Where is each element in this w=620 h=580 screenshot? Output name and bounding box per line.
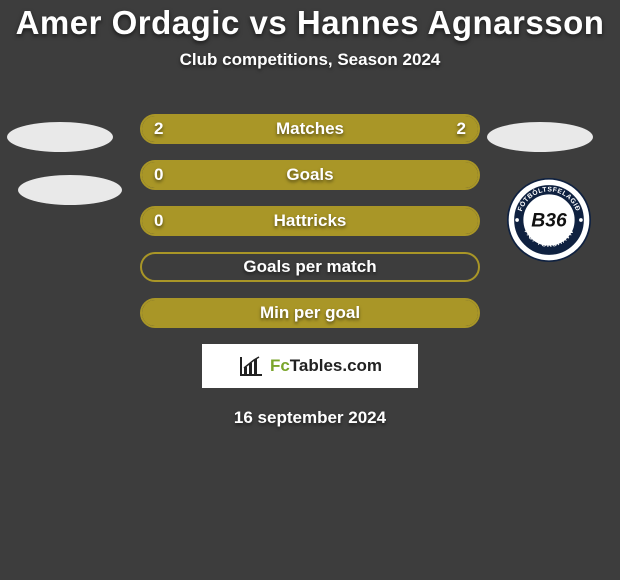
brand-prefix: Fc — [270, 356, 290, 375]
date-line: 16 september 2024 — [0, 408, 620, 428]
left-nationality-badge — [7, 122, 113, 152]
stat-label: Goals per match — [243, 257, 376, 277]
right-nationality-badge — [487, 122, 593, 152]
page-title: Amer Ordagic vs Hannes Agnarsson — [0, 0, 620, 42]
club-center-text: B36 — [531, 211, 567, 232]
stat-row: Goals per match — [140, 252, 480, 282]
stat-row: Min per goal — [140, 298, 480, 328]
stat-value-left: 2 — [154, 119, 163, 139]
brand-suffix: Tables.com — [290, 356, 382, 375]
brand-text: FcTables.com — [270, 356, 382, 376]
stat-value-right: 2 — [457, 119, 466, 139]
stat-label: Hattricks — [274, 211, 347, 231]
stat-label: Min per goal — [260, 303, 360, 323]
stat-row: Hattricks 0 — [140, 206, 480, 236]
page-subtitle: Club competitions, Season 2024 — [0, 50, 620, 70]
stat-row: Matches 2 2 — [140, 114, 480, 144]
bar-chart-icon — [238, 355, 264, 377]
b36-logo-icon: FÓTBÓLTSFELAGIÐ F.C. TÓRSHAVN B36 — [499, 178, 599, 262]
stat-label: Matches — [276, 119, 344, 139]
stat-value-left: 0 — [154, 165, 163, 185]
stats-area: FÓTBÓLTSFELAGIÐ F.C. TÓRSHAVN B36 Matche… — [0, 114, 620, 428]
right-club-badge: FÓTBÓLTSFELAGIÐ F.C. TÓRSHAVN B36 — [499, 178, 599, 262]
fctables-brand-box: FcTables.com — [202, 344, 418, 388]
stat-label: Goals — [286, 165, 333, 185]
left-club-badge — [18, 175, 122, 205]
stat-row: Goals 0 — [140, 160, 480, 190]
stat-value-left: 0 — [154, 211, 163, 231]
